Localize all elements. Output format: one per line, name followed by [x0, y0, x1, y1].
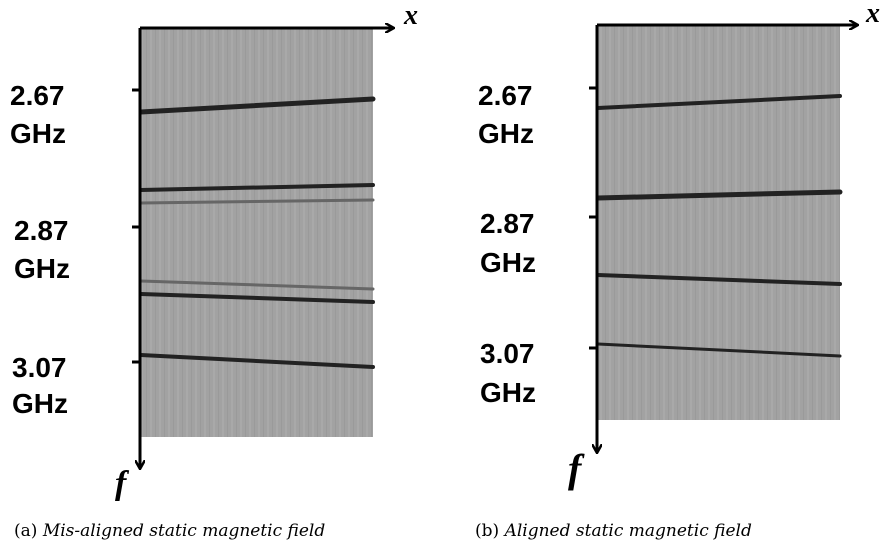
tick-value: 2.67 [10, 80, 65, 111]
tick-value: 3.07 [12, 352, 67, 383]
spectrum-image [598, 25, 840, 420]
tick-unit: GHz [14, 253, 70, 284]
f-axis-label: f [115, 465, 130, 502]
caption-text: Aligned static magnetic field [503, 521, 752, 541]
x-axis-label: x [403, 0, 418, 31]
panel-b: x f 2.67 GHz 2.87 GHz 3.07 GHz (b) Align… [475, 0, 880, 541]
caption: (b) Aligned static magnetic field [475, 521, 752, 541]
caption-text: Mis-aligned static magnetic field [42, 521, 326, 541]
tick-unit: GHz [480, 247, 536, 278]
panel-a: x f 2.67 GHz 2.87 GHz 3.07 GHz (a) Mis-a… [10, 0, 418, 541]
tick-unit: GHz [12, 388, 68, 419]
f-axis-label: f [568, 446, 585, 491]
tick-value: 2.67 [478, 80, 533, 111]
tick-unit: GHz [480, 377, 536, 408]
tick-value: 2.87 [480, 208, 535, 239]
tick-unit: GHz [10, 118, 66, 149]
tick-unit: GHz [478, 118, 534, 149]
x-axis-label: x [865, 0, 880, 29]
tick-value: 3.07 [480, 338, 535, 369]
caption-label: (a) [14, 521, 37, 541]
resonance-lines [138, 96, 376, 369]
tick-value: 2.87 [14, 215, 69, 246]
caption-label: (b) [475, 521, 499, 541]
resonance-lines [595, 94, 843, 358]
caption: (a) Mis-aligned static magnetic field [14, 521, 325, 541]
spectrum-image [141, 28, 373, 437]
